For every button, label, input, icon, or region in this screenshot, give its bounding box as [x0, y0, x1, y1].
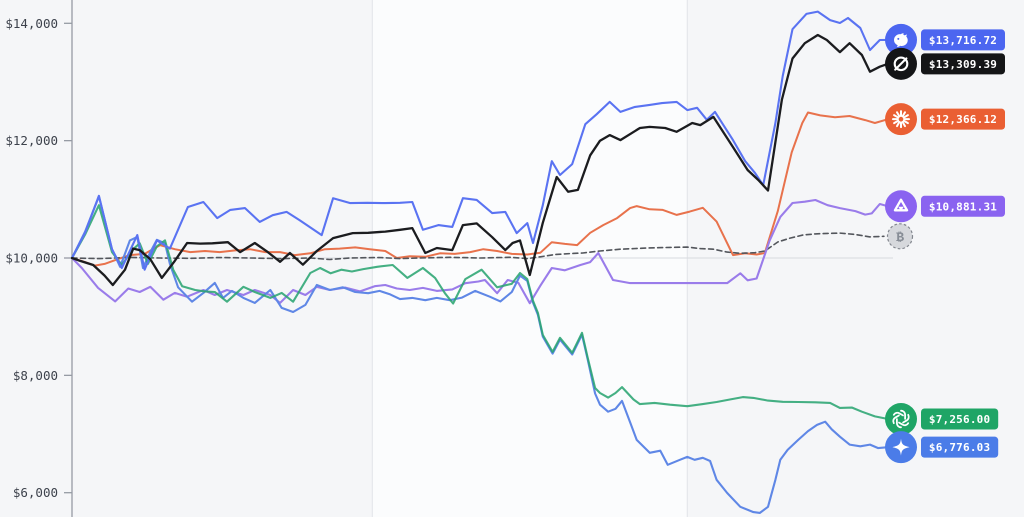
qwen-value-pill [921, 195, 1005, 217]
claude-value-label: $12,366.12 [929, 113, 997, 126]
grok-value-pill [921, 53, 1005, 75]
qwen-series-line [70, 198, 890, 305]
qwen-icon-circle [885, 190, 917, 223]
qwen-end-marker[interactable]: $10,881.31 [885, 190, 1005, 223]
bitcoin-glyph: ₿ [896, 230, 904, 245]
gemini-value-label: $6,776.03 [929, 441, 990, 454]
series-end-markers: $13,716.72 $13,309.39 $12,366.12 $10,881.31… [885, 23, 1005, 464]
y-axis-tick-label: $6,000 [13, 485, 58, 500]
y-axis-tick-label: $8,000 [13, 368, 58, 383]
deepseek-value-label: $13,716.72 [929, 34, 997, 47]
claude-end-marker[interactable]: $12,366.12 [885, 103, 1005, 136]
claude-series-line [71, 111, 889, 267]
chatgpt-icon-circle [885, 403, 917, 436]
bitcoin-icon [886, 223, 914, 250]
qwen-value-label: $10,881.31 [929, 200, 997, 213]
grok-value-label: $13,309.39 [929, 58, 997, 71]
series-lines [70, 10, 890, 514]
deepseek-series-line [70, 10, 890, 271]
grok-end-marker[interactable]: $13,309.39 [885, 47, 1005, 80]
y-axis-tick-label: $12,000 [5, 133, 58, 148]
y-axis-tick-label: $10,000 [5, 251, 58, 266]
gemini-value-pill [921, 436, 999, 458]
claude-icon-circle [885, 103, 917, 136]
deepseek-end-marker[interactable]: $13,716.72 [885, 23, 1005, 56]
chatgpt-value-pill [921, 408, 999, 430]
gemini-end-marker[interactable]: $6,776.03 [885, 431, 999, 464]
claude-value-pill [921, 108, 1005, 130]
grok-series-line [70, 33, 890, 287]
y-axis-tick-label: $14,000 [5, 16, 58, 31]
deepseek-value-pill [921, 29, 1005, 51]
chatgpt-end-marker[interactable]: $7,256.00 [885, 403, 999, 436]
chatgpt-value-label: $7,256.00 [929, 413, 990, 426]
btc-end-marker[interactable]: ₿ [886, 223, 914, 250]
chatgpt-series-line [70, 204, 890, 421]
btc-series-line [71, 232, 885, 261]
